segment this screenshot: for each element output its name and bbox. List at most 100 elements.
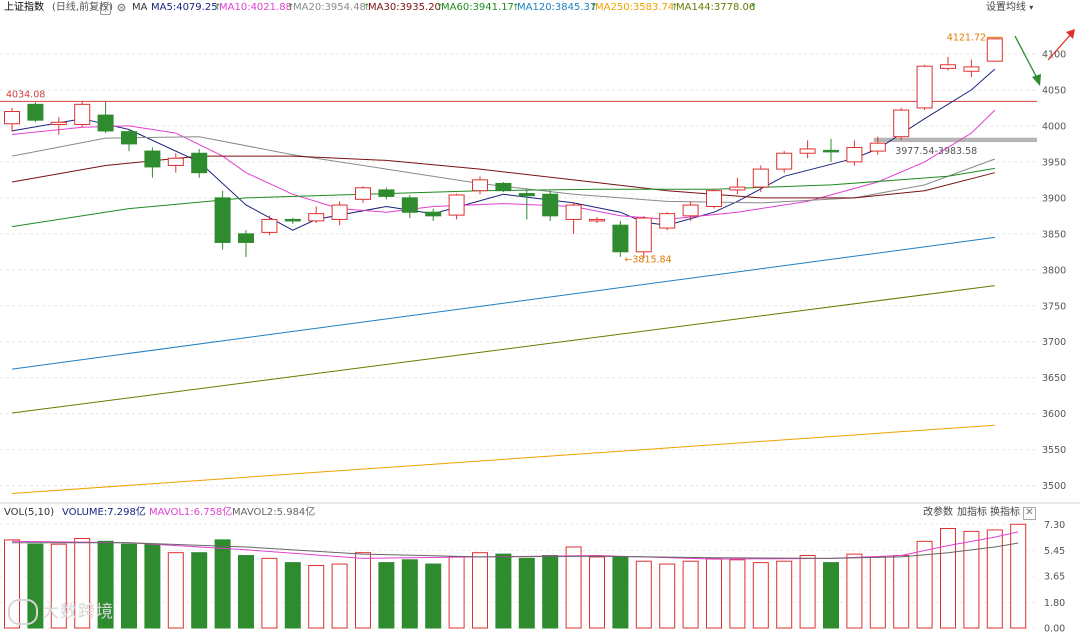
volume-bar — [682, 560, 699, 629]
volume-bar — [916, 540, 933, 629]
volume-bar — [612, 556, 629, 629]
volume-bar — [565, 546, 582, 629]
y-tick-label: 3600 — [1042, 409, 1066, 420]
candle-body — [846, 146, 863, 163]
volume-bar — [729, 559, 746, 629]
candle-body — [425, 211, 442, 217]
volume-bar — [940, 528, 956, 629]
candle-body — [799, 148, 816, 154]
up-arrow-icon — [1047, 32, 1073, 61]
y-tick-label: 3750 — [1042, 301, 1066, 312]
volume-bar — [589, 556, 605, 629]
candle-body — [635, 217, 652, 253]
candle-body — [472, 179, 488, 192]
volume-bar — [635, 560, 652, 629]
down-arrow-head-icon — [1032, 74, 1041, 86]
ma-label: MA — [132, 2, 148, 13]
candle-body — [589, 218, 605, 222]
ma-legend-item: MA120:3845.37 — [517, 2, 597, 13]
candle-body — [261, 218, 278, 233]
gear-icon[interactable] — [116, 0, 127, 16]
volume-bar — [401, 559, 418, 629]
volume-legend-item: VOLUME:7.298亿 — [62, 507, 146, 518]
candle-body — [729, 186, 746, 191]
candle-body — [869, 142, 886, 152]
volume-bar — [355, 552, 371, 629]
candle-body — [986, 38, 1003, 62]
volume-bar — [495, 553, 512, 629]
volume-y-tick-label: 7.30 — [1044, 520, 1065, 531]
arrow-up-icon: ↑ — [363, 3, 371, 13]
ma-line-ma20 — [11, 136, 995, 204]
ma-legend-item: MA250:3583.74 — [595, 2, 675, 13]
candle-body — [706, 190, 722, 207]
ma-line-ma250 — [11, 424, 995, 494]
candle-body — [284, 218, 301, 222]
volume-bar — [331, 563, 348, 629]
watermark-logo-icon — [8, 599, 38, 625]
volume-y-tick-label: 5.45 — [1044, 546, 1065, 557]
ma-line-ma10 — [11, 109, 996, 220]
candle-body — [238, 233, 254, 243]
candle-body — [542, 193, 559, 217]
volume-bar — [284, 562, 301, 629]
volume-bar — [869, 556, 886, 629]
volume-legend-item: MAVOL2:5.984亿 — [232, 507, 316, 518]
ma-legend-item: MA30:3935.20 — [368, 2, 441, 13]
arrow-up-icon: ↑ — [590, 3, 598, 13]
candle-body — [144, 150, 161, 168]
y-tick-label: 3700 — [1042, 337, 1066, 348]
volume-bar — [238, 555, 254, 629]
candle-body — [752, 168, 769, 188]
ma-settings-button[interactable]: 设置均线 ▾ — [986, 2, 1034, 13]
candle-body — [4, 111, 20, 125]
close-icon[interactable]: ✕ — [1023, 507, 1036, 520]
volume-bar — [752, 562, 769, 629]
add-indicator-button[interactable]: 加指标 — [957, 507, 987, 518]
volume-ma-line-mavol2 — [12, 542, 1019, 559]
candle-body — [565, 204, 582, 220]
y-tick-label: 3800 — [1042, 265, 1066, 276]
volume-bar — [893, 555, 910, 629]
volume-y-tick-label: 3.65 — [1044, 572, 1065, 583]
help-icon[interactable]: ? — [100, 2, 111, 18]
volume-bar — [214, 539, 231, 629]
ma-legend-item: MA5:4079.25 — [151, 2, 218, 13]
candle-body — [916, 65, 933, 109]
index-name: 上证指数 — [4, 2, 44, 13]
gap-band — [873, 137, 1037, 143]
candle-body — [823, 149, 839, 153]
volume-legend-item: MAVOL1:6.758亿 — [149, 507, 233, 518]
y-tick-label: 3650 — [1042, 373, 1066, 384]
candle-body — [893, 109, 910, 138]
candle-body — [167, 157, 184, 166]
volume-bar — [986, 529, 1003, 629]
volume-indicator-label: VOL(5,10) — [4, 507, 55, 518]
candle-body — [659, 213, 676, 229]
arrow-up-icon: ↑ — [671, 3, 679, 13]
modify-params-button[interactable]: 改参数 — [923, 507, 953, 518]
volume-y-tick-label: 0.00 — [1044, 624, 1065, 632]
switch-indicator-button[interactable]: 换指标 — [990, 507, 1020, 518]
down-arrow-icon — [1014, 35, 1039, 81]
ma-line-ma120 — [11, 236, 995, 370]
candle-body — [963, 66, 980, 72]
candle-body — [191, 152, 208, 174]
volume-bar — [425, 563, 442, 629]
candle-body — [331, 204, 348, 220]
watermark: 大数跨境 — [8, 597, 114, 625]
volume-bar — [776, 560, 793, 629]
arrow-up-icon: ↑ — [512, 3, 520, 13]
y-tick-label: 4050 — [1042, 85, 1066, 96]
chevron-down-icon: ▾ — [1029, 3, 1034, 12]
ma-line-ma60 — [11, 167, 995, 228]
candle-body — [214, 197, 231, 243]
candle-body — [495, 182, 512, 192]
volume-bar — [659, 563, 676, 629]
volume-bar — [308, 564, 325, 629]
ma-legend-item: MA20:3954.48 — [293, 2, 366, 13]
y-tick-label: 3900 — [1042, 193, 1066, 204]
candle-body — [74, 103, 91, 125]
high-label: 4121.72 — [947, 32, 986, 43]
